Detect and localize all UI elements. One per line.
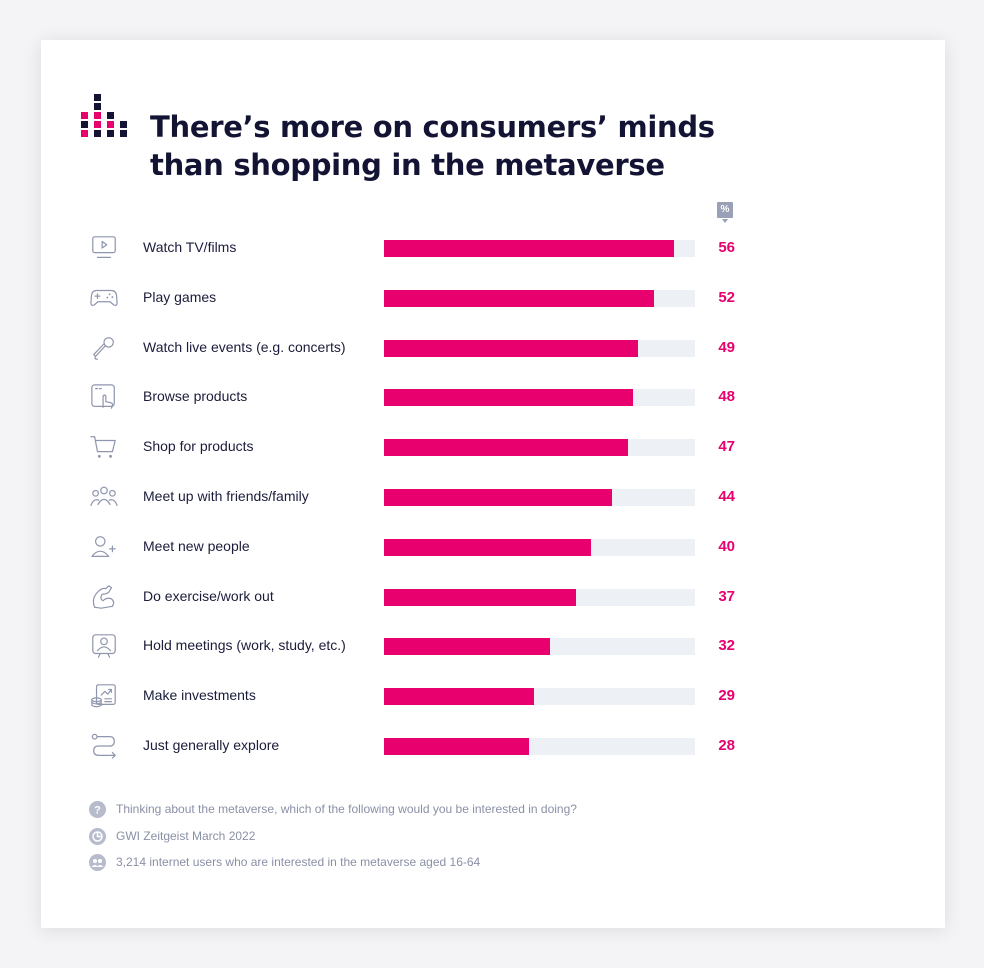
data-label: 56 (718, 239, 735, 256)
data-label: 52 (718, 288, 735, 306)
category-label: Just generally explore (143, 737, 280, 753)
bar (384, 389, 633, 407)
bar-row: Meet up with friends/family 44 (41, 477, 945, 517)
data-label: 47 (718, 438, 735, 456)
bar-row: Watch live events (e.g. concerts) 49 (41, 328, 945, 368)
bar (384, 289, 654, 307)
browse-pointer-icon (91, 384, 115, 410)
category-label: Meet new people (143, 537, 250, 554)
bar-row: Watch TV/films 56 (41, 228, 945, 268)
bar-track (384, 439, 695, 457)
data-label: 37 (718, 587, 735, 605)
bar-track (384, 688, 695, 706)
microphone-icon (93, 336, 114, 360)
category-label: Shop for products (143, 438, 254, 455)
audience-text: 3,214 internet users who are interested … (116, 855, 481, 869)
bar-track (384, 289, 695, 307)
svg-text:?: ? (94, 805, 101, 817)
question-icon: ? (89, 801, 106, 818)
bar (384, 339, 638, 357)
infographic-card: There’s more on consumers’ minds than sh… (41, 40, 945, 928)
question-text: Thinking about the metaverse, which of t… (116, 802, 577, 816)
bar-track (384, 538, 695, 556)
bar-row: Hold meetings (work, study, etc.) 32 (41, 626, 945, 666)
source-icon (89, 828, 106, 845)
data-label: 48 (718, 388, 735, 406)
category-label: Do exercise/work out (143, 587, 274, 604)
bar (384, 638, 550, 656)
gamepad-icon (90, 289, 118, 306)
category-label: Hold meetings (work, study, etc.) (143, 637, 346, 654)
bar (384, 738, 530, 755)
bar-track (384, 389, 695, 407)
data-label: 29 (718, 687, 735, 705)
category-label: Make investments (143, 687, 256, 704)
bar-track (384, 489, 695, 506)
bar-row: Play games 52 (41, 278, 945, 318)
chart-title: There’s more on consumers’ minds than sh… (150, 108, 790, 184)
category-label: Watch live events (e.g. concerts) (143, 338, 346, 355)
bar-row: Shop for products 47 (41, 427, 945, 467)
bar-row: Do exercise/work out 37 (41, 577, 945, 617)
data-label: 40 (718, 537, 735, 555)
video-meeting-icon (92, 634, 116, 659)
add-person-icon (91, 535, 116, 557)
category-label: Play games (143, 288, 217, 305)
bar (384, 240, 675, 257)
data-label: 49 (718, 338, 735, 356)
bar-track (384, 339, 695, 357)
bar (384, 688, 535, 706)
shopping-cart-icon (90, 436, 116, 458)
data-label: 44 (718, 488, 735, 505)
data-label: 28 (718, 737, 735, 754)
source-text: GWI Zeitgeist March 2022 (116, 829, 256, 843)
bar (384, 588, 576, 606)
flexed-arm-icon (92, 584, 115, 609)
brand-logo-icon (81, 94, 127, 137)
bar-row: Browse products 48 (41, 377, 945, 417)
bar-track (384, 240, 695, 257)
title-line-2: than shopping in the metaverse (150, 148, 665, 182)
category-label: Watch TV/films (143, 239, 237, 255)
bar-row: Just generally explore 28 (41, 726, 945, 766)
group-icon (90, 486, 118, 507)
data-label: 32 (718, 637, 735, 655)
investment-icon (91, 684, 116, 708)
category-label: Browse products (143, 388, 248, 405)
unit-tag: % (717, 202, 733, 223)
bar-row: Make investments 29 (41, 676, 945, 716)
bar (384, 489, 613, 506)
bar-row: Meet new people 40 (41, 527, 945, 567)
bar (384, 538, 592, 556)
audience-icon (89, 854, 106, 871)
bar-track (384, 588, 695, 606)
bar-track (384, 738, 695, 755)
bar-track (384, 638, 695, 656)
tv-icon (92, 236, 116, 258)
bar (384, 439, 628, 457)
explore-path-icon (91, 733, 116, 759)
category-label: Meet up with friends/family (143, 488, 309, 504)
title-line-1: There’s more on consumers’ minds (150, 110, 715, 144)
